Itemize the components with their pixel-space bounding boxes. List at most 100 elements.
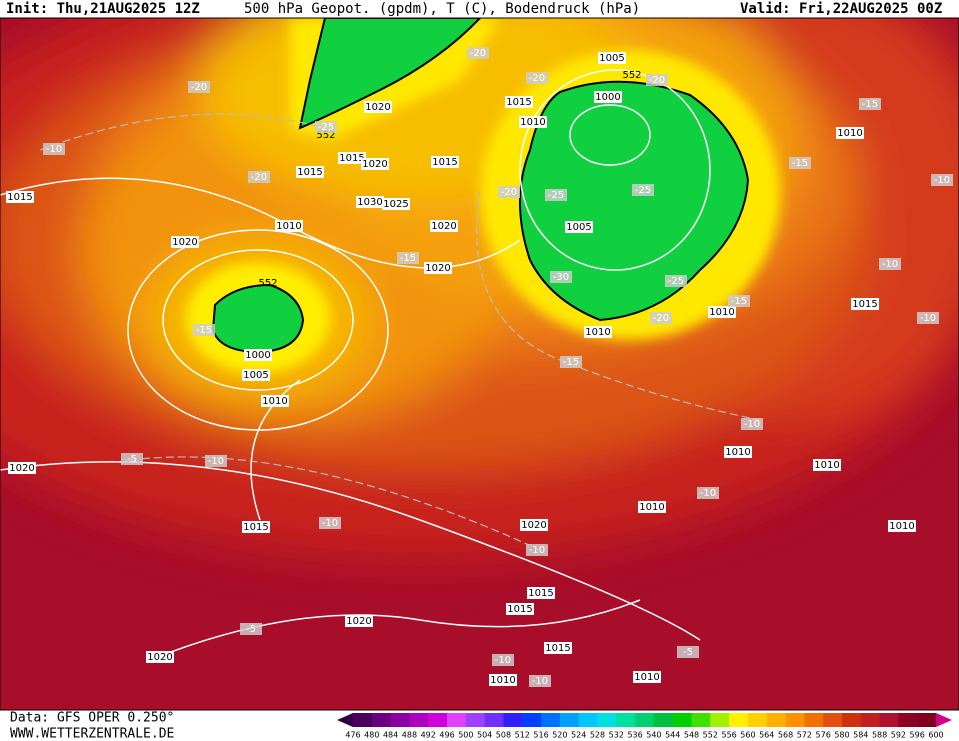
pressure-label-box [708,306,736,318]
colorbar-label: 556 [721,731,736,740]
pressure-label: 1005 [243,370,268,381]
colorbar-swatch [766,713,787,727]
temperature-label: -20 [653,313,669,324]
pressure-label: 1015 [339,153,364,164]
colorbar-swatch [710,713,730,727]
colorbar-label: 588 [872,731,887,740]
colorbar-swatch [541,713,561,727]
temperature-label: -20 [529,73,545,84]
temperature-label: -10 [700,488,716,499]
colorbar-label: 576 [816,731,831,740]
pressure-label-box [544,642,572,654]
pressure-label: 1020 [425,263,450,274]
pressure-label-box [598,52,626,64]
pressure-label: 1025 [383,199,408,210]
colorbar-label: 564 [759,731,774,740]
temperature-label: -10 [882,259,898,270]
pressure-label: 1015 [852,299,877,310]
pressure-label: 1010 [490,675,515,686]
map-frame [0,17,959,711]
colorbar-swatch [747,713,768,727]
colorbar-max-arrow [936,713,952,727]
colorbar-label: 520 [552,731,567,740]
pressure-label-box [361,158,389,170]
temperature-label: -20 [470,48,486,59]
temperature-label: -25 [548,190,564,201]
map-title: 500 hPa Geopot. (gpdm), T (C), Bodendruc… [244,1,640,17]
temperature-label-box [879,258,901,270]
colorbar-swatch [860,713,881,727]
pressure-label-box [584,326,612,338]
colorbar-label: 560 [740,731,755,740]
pressure-label-box [244,349,272,361]
temperature-label: -25 [668,276,684,287]
pressure-label: 1005 [599,53,624,64]
colorbar-swatch [428,713,448,727]
colorbar-swatch [484,713,504,727]
pressure-label-box [242,369,270,381]
pressure-label-box [146,651,174,663]
colorbar-label: 528 [590,731,605,740]
temperature-label: -25 [635,185,651,196]
pressure-label-box [520,519,548,531]
colorbar-label: 524 [571,731,586,740]
pressure-label-box [527,587,555,599]
colorbar-label: 476 [345,731,360,740]
temperature-label: -30 [553,272,569,283]
temperature-label-box [917,312,939,324]
valid-time: Valid: Fri,22AUG2025 00Z [740,1,942,17]
colorbar-label: 504 [477,731,492,740]
temperature-label-box [677,646,699,658]
temperature-label: -10 [208,456,224,467]
pressure-label-box [345,615,373,627]
colorbar-label: 480 [364,731,379,740]
temperature-label-box [193,324,215,336]
colorbar-label: 580 [834,731,849,740]
colorbar-label: 532 [609,731,624,740]
colorbar-swatch [409,713,429,727]
temperature-label: -10 [495,655,511,666]
colorbar-label: 484 [383,731,398,740]
pressure-label-box [638,501,666,513]
temperature-label-box [315,121,337,133]
pressure-label: 1005 [566,222,591,233]
temperature-label-box [397,252,419,264]
temperature-label: -10 [920,313,936,324]
pressure-label: 1010 [520,117,545,128]
pressure-label-box [813,459,841,471]
pressure-label: 1010 [889,521,914,532]
init-time: Init: Thu,21AUG2025 12Z [6,1,200,17]
pressure-label-box [851,298,879,310]
pressure-label: 1010 [276,221,301,232]
colorbar-swatch [691,713,711,727]
pressure-label: 552 [316,130,335,141]
pressure-label: 1000 [595,92,620,103]
colorbar-swatch [559,713,580,727]
temperature-label-box [741,418,763,430]
colorbar-label: 568 [778,731,793,740]
pressure-label: 1010 [585,327,610,338]
colorbar-label: 540 [646,731,661,740]
colorbar-label: 548 [684,731,699,740]
temperature-label-box [646,74,668,86]
temperature-label-box [492,654,514,666]
temperature-label-box [931,174,953,186]
temperature-label-box [560,356,582,368]
temperature-label: -15 [400,253,416,264]
temperature-label: -10 [46,144,62,155]
pressure-label: 1020 [172,237,197,248]
colorbar-swatch [390,713,410,727]
colorbar-swatch [917,713,937,727]
colorbar-swatch [371,713,392,727]
temperature-label: -25 [318,122,334,133]
temperature-label-box [121,453,143,465]
pressure-label: 552 [258,278,277,289]
pressure-label: 1020 [147,652,172,663]
colorbar-label: 600 [928,731,943,740]
temperature-label: -15 [731,296,747,307]
pressure-label-box [519,116,547,128]
pressure-label: 1010 [725,447,750,458]
temperature-label: -15 [862,99,878,110]
colorbar-swatch [879,713,899,727]
